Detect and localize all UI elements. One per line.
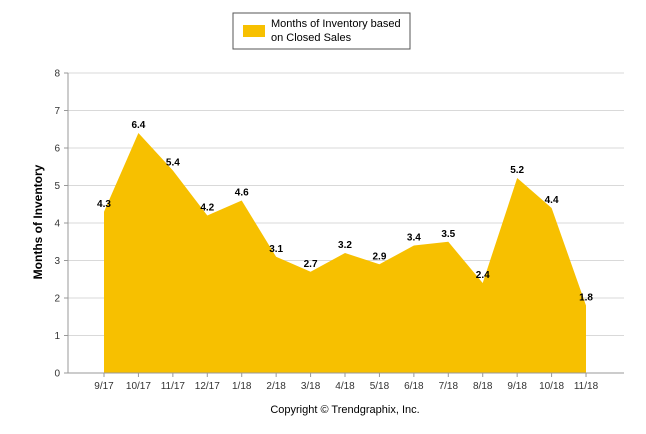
y-tick-label: 8: [54, 69, 60, 80]
data-label: 2.7: [304, 259, 318, 270]
data-label: 5.2: [510, 165, 524, 176]
data-label: 4.6: [235, 188, 249, 199]
x-tick-label: 11/17: [161, 381, 186, 392]
legend: Months of Inventory based on Closed Sale…: [232, 12, 411, 50]
y-tick-label: 3: [54, 256, 60, 267]
y-axis-ticks: 0 1 2 3 4 5 6 7 8: [54, 69, 68, 380]
x-tick-label: 9/17: [94, 381, 114, 392]
data-label: 3.1: [269, 244, 283, 255]
y-tick-label: 0: [54, 369, 60, 380]
x-tick-label: 12/17: [195, 381, 220, 392]
y-tick-label: 7: [54, 106, 60, 117]
x-tick-label: 9/18: [507, 381, 527, 392]
x-tick-label: 11/18: [574, 381, 599, 392]
y-tick-label: 2: [54, 294, 60, 305]
legend-label-line2: on Closed Sales: [271, 32, 352, 44]
x-tick-label: 2/18: [266, 381, 286, 392]
x-tick-label: 10/17: [126, 381, 151, 392]
legend-swatch: [243, 25, 265, 37]
data-label: 5.4: [166, 158, 180, 169]
data-label: 3.2: [338, 240, 352, 251]
y-tick-label: 5: [54, 181, 60, 192]
copyright-text: Copyright © Trendgraphix, Inc.: [270, 404, 419, 416]
data-label: 6.4: [131, 120, 145, 131]
data-label: 1.8: [579, 293, 593, 304]
data-label: 4.2: [200, 203, 214, 214]
data-label: 3.4: [407, 233, 421, 244]
y-tick-label: 4: [54, 219, 60, 230]
data-labels: 4.3 6.4 5.4 4.2 4.6 3.1 2.7 3.2 2.9 3.4 3.5 2.4 5.2 4…: [97, 120, 593, 304]
y-axis-title: Months of Inventory: [31, 164, 45, 279]
area-series: [104, 133, 586, 373]
data-label: 3.5: [441, 229, 455, 240]
x-tick-label: 10/18: [539, 381, 564, 392]
area-fill: [104, 133, 586, 373]
x-tick-label: 3/18: [301, 381, 321, 392]
data-label: 4.3: [97, 199, 111, 210]
x-tick-label: 8/18: [473, 381, 493, 392]
x-tick-label: 4/18: [335, 381, 355, 392]
legend-label-line1: Months of Inventory based: [271, 18, 401, 30]
x-tick-label: 1/18: [232, 381, 252, 392]
data-label: 4.4: [545, 195, 559, 206]
y-tick-label: 6: [54, 144, 60, 155]
x-tick-label: 7/18: [439, 381, 459, 392]
y-tick-label: 1: [54, 331, 60, 342]
x-tick-label: 5/18: [370, 381, 390, 392]
x-axis-ticks: 9/17 10/17 11/17 12/17 1/18 2/18 3/18 4/18 5/18 6…: [94, 373, 599, 392]
x-tick-label: 6/18: [404, 381, 424, 392]
data-label: 2.4: [476, 270, 490, 281]
data-label: 2.9: [372, 251, 386, 262]
